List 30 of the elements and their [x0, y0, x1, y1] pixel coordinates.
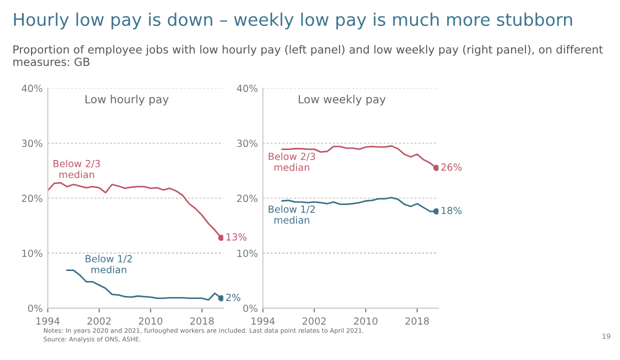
x-tick-label: 1994	[252, 317, 275, 325]
data-label: 13%	[226, 233, 247, 241]
y-tick-label: 20%	[22, 194, 42, 202]
text: Proportion of employee jobs with low hourly pay (left panel) and low weekly pay (right panel), on different measures: GB	[13, 45, 603, 66]
y-tick-label: 0%	[28, 304, 42, 312]
y-tick-label: 30%	[237, 140, 258, 148]
x-tick-label: 2018	[405, 317, 429, 325]
y-tick-label: 20%	[237, 194, 258, 202]
x-tick-label: 2018	[190, 317, 214, 325]
data-label: 26%	[441, 163, 462, 171]
x-tick-label: 2010	[138, 317, 162, 325]
x-tick-label: 2010	[354, 317, 378, 325]
y-tick-label: 40%	[236, 84, 258, 92]
series-label: Below 1/2 median	[86, 254, 132, 274]
y-tick-label: 10%	[237, 250, 258, 257]
y-tick-label: 10%	[22, 250, 42, 257]
x-tick-label: 2002	[302, 317, 326, 325]
y-tick-label: 30%	[22, 140, 42, 148]
data-label: 18%	[442, 206, 462, 214]
data-label: 2%	[226, 294, 240, 302]
x-tick-label: 1994	[36, 317, 60, 325]
series-label: Below 2/3 median	[54, 160, 100, 178]
text: Hourly low pay is down – weekly low pay is much more stubborn	[14, 12, 572, 30]
annotation: Low hourly pay	[86, 94, 169, 106]
y-tick-label: 40%	[22, 84, 42, 92]
series-label: Below 2/3 median	[268, 152, 316, 171]
y-tick-label: 0%	[243, 304, 258, 312]
series-label: Below 1/2 median	[268, 205, 315, 224]
annotation: Low weekly pay	[298, 94, 386, 106]
x-tick-label: 2002	[88, 317, 111, 325]
